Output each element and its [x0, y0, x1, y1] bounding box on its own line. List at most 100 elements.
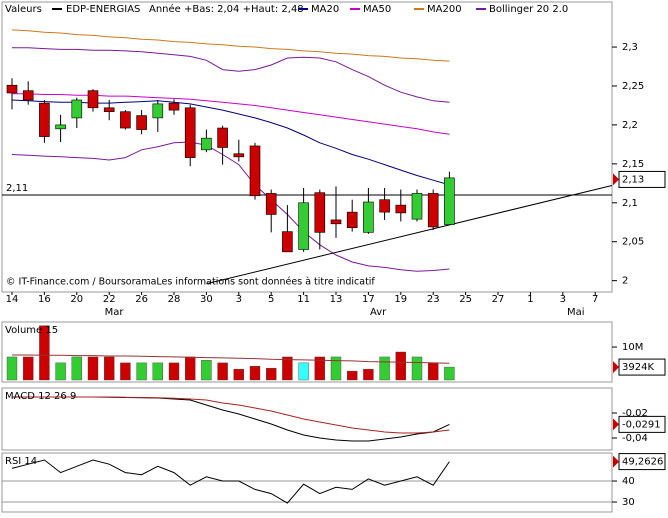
x-tick-label: 27 — [492, 294, 505, 305]
y-tick-label: -0,02 — [622, 408, 648, 419]
panel-title: Volume 15 — [5, 325, 58, 336]
panel-frame — [1, 452, 613, 513]
legend-subtitle: Année +Bas: 2,04 +Haut: 2,48 — [149, 3, 304, 15]
volume-bar — [379, 356, 390, 381]
candle-body — [298, 202, 309, 250]
volume-bar — [411, 356, 423, 381]
ma-line — [11, 29, 450, 62]
ma-line — [12, 93, 450, 135]
last-value-arrow — [613, 455, 619, 468]
y-tick-label: 2,05 — [622, 237, 644, 248]
volume-bar — [39, 325, 50, 381]
y-tick-label: 40 — [622, 476, 635, 487]
candle-body — [265, 193, 277, 215]
candle-body — [184, 107, 196, 158]
y-tick-label: 2,15 — [622, 159, 644, 170]
candle-body — [379, 199, 390, 213]
y-tick-label: 2 — [622, 276, 628, 287]
x-tick-label: 14 — [6, 294, 19, 305]
x-tick-label: 22 — [103, 294, 116, 305]
volume-bar — [55, 362, 66, 381]
x-tick-label: 16 — [38, 294, 51, 305]
candle-body — [120, 111, 131, 129]
volume-bar — [23, 356, 34, 381]
volume-bar — [395, 351, 406, 381]
footer-note: © IT-Finance.com / BoursoramaLes informa… — [6, 277, 375, 288]
volume-bar — [152, 362, 164, 381]
month-label: Avr — [370, 307, 387, 318]
x-tick-label: 25 — [459, 294, 472, 305]
volume-bar — [71, 356, 83, 381]
candle-body — [55, 124, 66, 130]
volume-bar — [233, 368, 245, 381]
trendline — [206, 184, 613, 285]
candle-body — [6, 84, 18, 94]
legend-entry: Bollinger 20 2.0 — [489, 4, 568, 15]
volume-bar — [249, 365, 261, 381]
last-value-arrow — [613, 361, 619, 374]
legend-bg — [3, 3, 578, 16]
volume-bar — [428, 362, 439, 381]
x-tick-label: 5 — [268, 294, 274, 305]
panel-title: MACD 12 26 9 — [5, 391, 76, 402]
candle-body — [136, 115, 147, 130]
last-value-label: 3924K — [622, 362, 654, 373]
candle-body — [217, 127, 228, 148]
legend-label: Valeurs — [5, 4, 42, 15]
indicator-line — [11, 459, 450, 504]
x-tick-label: 28 — [168, 294, 181, 305]
bollinger-upper — [12, 47, 450, 103]
x-tick-label: 23 — [427, 294, 440, 305]
y-tick-label: 30 — [622, 497, 635, 508]
x-tick-label: 20 — [70, 294, 83, 305]
candle-body — [411, 193, 423, 220]
last-value-label: -0,0291 — [622, 419, 661, 430]
volume-bar — [184, 356, 196, 381]
candle-body — [330, 219, 342, 225]
x-tick-label: 11 — [297, 294, 310, 305]
volume-bar — [103, 356, 115, 381]
volume-bar — [330, 356, 342, 381]
x-tick-label: 26 — [135, 294, 148, 305]
volume-bar — [168, 362, 180, 381]
candle-body — [249, 145, 261, 197]
x-tick-label: 3 — [560, 294, 566, 305]
last-value-label: 49,2626 — [622, 457, 663, 468]
x-tick-label: 1 — [527, 294, 533, 305]
candle-body — [444, 177, 455, 225]
volume-bar — [87, 356, 99, 381]
candle-body — [87, 90, 99, 109]
candle-body — [395, 204, 407, 214]
last-value-arrow — [613, 418, 619, 431]
volume-bar — [217, 362, 228, 381]
volume-bar — [136, 362, 147, 381]
y-tick-label: 2,1 — [622, 198, 638, 209]
volume-bar — [314, 356, 325, 381]
panel-title: RSI 14 — [5, 456, 37, 467]
x-tick-label: 19 — [394, 294, 407, 305]
x-tick-label: 3 — [236, 294, 242, 305]
candle-body — [363, 201, 374, 233]
volume-bar — [347, 370, 358, 381]
volume-bar — [266, 367, 277, 381]
volume-bar — [6, 356, 18, 381]
candle-body — [22, 90, 34, 101]
month-label: Mai — [567, 307, 585, 318]
indicator-line — [12, 396, 450, 434]
legend-entry: MA20 — [311, 4, 339, 15]
panel-frame — [1, 387, 613, 451]
y-tick-label: 10M — [622, 342, 643, 353]
candle-body — [71, 99, 83, 119]
y-tick-label: 2,2 — [622, 120, 638, 131]
y-tick-label: 2,25 — [622, 81, 644, 92]
candle-body — [201, 137, 212, 151]
ma-line — [11, 99, 450, 186]
candle-body — [168, 102, 180, 111]
x-tick-label: 17 — [362, 294, 375, 305]
volume-bar — [201, 360, 212, 381]
candle-body — [427, 193, 439, 228]
volume-bar — [120, 362, 131, 381]
x-tick-label: 30 — [200, 294, 213, 305]
volume-bar — [444, 366, 455, 381]
